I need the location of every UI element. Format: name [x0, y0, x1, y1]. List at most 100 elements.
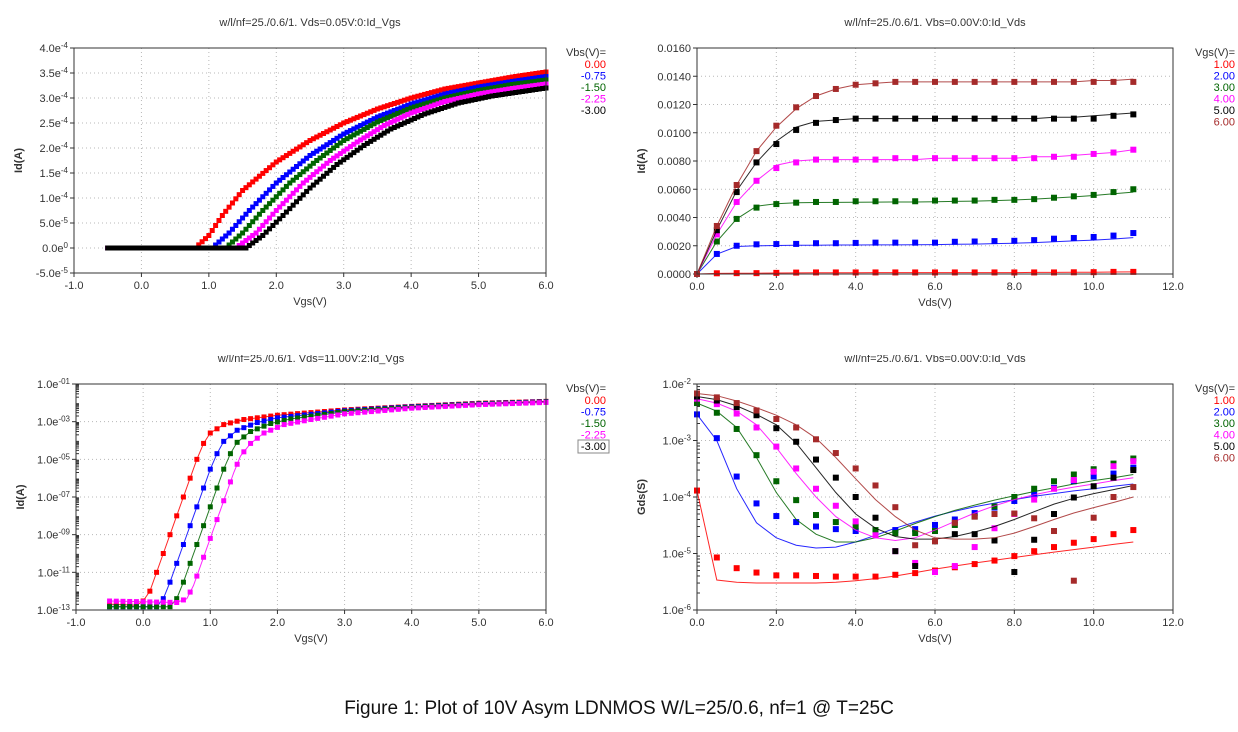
data-point-6.00	[1070, 78, 1077, 85]
data-point--1.50	[425, 100, 431, 106]
data-point-2.00	[753, 241, 760, 248]
data-point--1.50	[260, 208, 266, 213]
data-point-5.00	[793, 438, 800, 445]
data-point-2.00	[793, 519, 800, 526]
data-point--3.00	[240, 245, 246, 251]
data-point--1.50	[194, 542, 200, 548]
data-point--2.25	[506, 86, 512, 92]
data-point-0.00	[492, 77, 498, 83]
data-point--2.25	[324, 160, 330, 166]
data-point--2.25	[207, 535, 213, 541]
y-tick-label: 1.5e-4	[39, 166, 68, 180]
data-point-0.00	[385, 103, 391, 109]
series-line-3.00	[696, 402, 1134, 543]
data-point--1.50	[324, 150, 330, 156]
data-point-3.00	[813, 512, 819, 519]
data-point-0.00	[361, 112, 367, 118]
x-tick-label: 4.0	[404, 617, 419, 629]
data-point--3.00	[398, 122, 404, 127]
data-point-1.00	[1070, 539, 1077, 546]
data-point-5.00	[951, 531, 958, 538]
plot-frame	[696, 47, 1174, 275]
legend-entry: 4.00	[1214, 430, 1235, 442]
data-point--0.75	[194, 504, 200, 510]
data-point--0.75	[516, 78, 522, 83]
y-tick-label: 0.0e0	[42, 241, 68, 255]
data-point-0.00	[207, 430, 213, 436]
data-point--2.25	[499, 87, 505, 93]
data-point-3.00	[892, 198, 899, 205]
legend-entry: 2.00	[1214, 407, 1235, 419]
x-tick-label: 0.0	[689, 617, 704, 629]
data-point--2.25	[241, 449, 247, 455]
data-point-4.00	[912, 559, 919, 566]
data-point--0.75	[261, 418, 267, 424]
data-point--1.50	[274, 419, 280, 425]
data-point--3.00	[374, 134, 380, 140]
data-point-3.00	[1031, 196, 1038, 203]
data-point-0.00	[435, 88, 441, 94]
data-point--3.00	[270, 223, 276, 228]
plot-frame	[73, 47, 547, 274]
data-point--3.00	[294, 199, 300, 205]
data-point-0.00	[395, 99, 401, 105]
data-point-3.00	[773, 201, 780, 208]
data-point--3.00	[169, 245, 175, 251]
data-point-1.00	[912, 269, 919, 276]
data-point--2.25	[348, 410, 354, 416]
data-point-3.00	[852, 523, 859, 530]
data-point-4.00	[971, 155, 978, 162]
x-tick-label: 2.0	[769, 281, 784, 293]
data-point--0.75	[395, 106, 401, 112]
data-point--2.25	[415, 108, 421, 114]
data-point-1.00	[991, 269, 998, 276]
data-point-1.00	[951, 269, 958, 276]
data-point-5.00	[1090, 483, 1097, 490]
data-point--3.00	[125, 245, 131, 251]
chart-idvd: w/l/nf=25./0.6/1. Vbs=0.00V:0:Id_Vds 0.0 2…	[619, 0, 1238, 330]
data-point-2.00	[1011, 497, 1018, 504]
data-point--1.50	[445, 94, 451, 100]
data-point-0.00	[415, 93, 421, 99]
data-point--2.25	[317, 166, 323, 172]
data-point--3.00	[344, 154, 350, 160]
data-point--1.50	[261, 423, 267, 429]
data-point--3.00	[327, 167, 333, 173]
data-point-0.00	[358, 113, 364, 119]
data-point--3.00	[489, 93, 495, 99]
data-point-6.00	[892, 504, 899, 511]
data-point--3.00	[256, 235, 262, 241]
y-axis-label: Id(A)	[13, 148, 25, 173]
data-point--2.25	[154, 599, 160, 605]
data-point-0.00	[337, 122, 343, 128]
legend-entry: -2.25	[581, 94, 606, 106]
data-point--1.50	[133, 604, 139, 610]
data-point-5.00	[813, 456, 819, 463]
data-point--3.00	[253, 238, 259, 243]
data-point-1.00	[892, 269, 899, 276]
data-point--0.75	[364, 119, 370, 125]
figure-caption: Figure 1: Plot of 10V Asym LDNMOS W/L=25…	[344, 698, 894, 719]
data-point-3.00	[793, 199, 800, 206]
data-point--3.00	[263, 229, 269, 235]
data-point-6.00	[753, 407, 760, 414]
data-point--1.50	[374, 119, 380, 125]
data-point-0.00	[482, 79, 488, 85]
data-point--1.50	[435, 97, 441, 103]
data-point--1.50	[479, 87, 485, 93]
legend-title: Vbs(V)=	[566, 383, 606, 395]
data-point--3.00	[438, 106, 444, 111]
data-point--1.50	[540, 77, 546, 83]
data-point--1.50	[207, 504, 213, 510]
data-point-2.00	[932, 239, 938, 246]
data-point-0.00	[401, 97, 407, 103]
data-point-5.00	[892, 548, 899, 555]
chart-gds: w/l/nf=25./0.6/1. Vbs=0.00V:0:Id_Vds 0.0 2…	[619, 353, 1238, 675]
data-point-4.00	[1130, 146, 1137, 153]
data-point--2.25	[301, 418, 307, 424]
data-point-3.00	[991, 196, 998, 203]
data-point--2.25	[250, 233, 256, 238]
data-point-2.00	[1070, 234, 1077, 241]
data-point--0.75	[236, 219, 242, 225]
data-point--0.75	[310, 150, 316, 156]
